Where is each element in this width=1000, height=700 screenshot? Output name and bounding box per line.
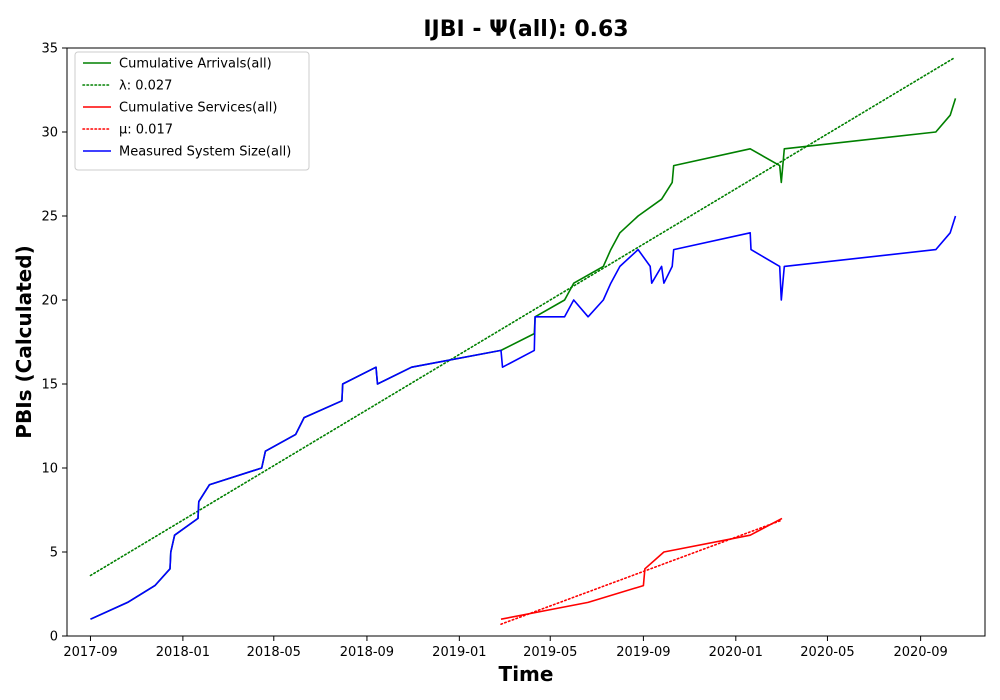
- x-axis-label: Time: [499, 662, 554, 686]
- series-group: [89, 57, 957, 626]
- x-tick-label: 2020-09: [893, 645, 947, 660]
- legend-label: λ: 0.027: [119, 79, 172, 94]
- chart-title: IJBI - Ψ(all): 0.63: [423, 17, 628, 42]
- plot-frame: [66, 47, 986, 637]
- x-tick-label: 2018-05: [247, 645, 301, 660]
- x-axis: 2017-09 2018-01 2018-05 2018-09 2019-01 2019-…: [63, 636, 948, 660]
- legend-label: Cumulative Arrivals(all): [119, 57, 272, 72]
- y-tick-label: 20: [41, 294, 58, 309]
- plot-area: [66, 47, 986, 637]
- y-tick-label: 35: [41, 42, 58, 57]
- x-tick-label: 2020-01: [709, 645, 763, 660]
- series-line-2: [89, 57, 955, 577]
- x-tick-label: 2019-09: [616, 645, 670, 660]
- series-line-3: [500, 517, 783, 620]
- x-tick-label: 2020-05: [800, 645, 854, 660]
- legend-box: [74, 51, 310, 171]
- y-tick-label: 30: [41, 126, 58, 141]
- x-tick-label: 2019-05: [523, 645, 577, 660]
- y-tick-label: 15: [41, 378, 58, 393]
- y-tick-label: 10: [41, 462, 58, 477]
- y-tick-label: 0: [50, 630, 58, 645]
- legend: Cumulative Arrivals(all) λ: 0.027 Cumulati…: [74, 51, 310, 171]
- series-line-5: [90, 215, 957, 620]
- x-tick-label: 2018-09: [340, 645, 394, 660]
- y-tick-label: 25: [41, 210, 58, 225]
- series-line-4: [500, 519, 783, 626]
- x-tick-label: 2019-01: [432, 645, 486, 660]
- x-tick-label: 2017-09: [63, 645, 117, 660]
- legend-label: μ: 0.017: [119, 123, 173, 138]
- x-tick-label: 2018-01: [156, 645, 210, 660]
- y-tick-label: 5: [50, 546, 58, 561]
- legend-label: Cumulative Services(all): [119, 101, 277, 116]
- y-axis: 0 5 10 15 20 25 30 35: [41, 42, 67, 645]
- legend-label: Measured System Size(all): [119, 145, 291, 160]
- y-axis-label: PBIs (Calculated): [12, 245, 36, 438]
